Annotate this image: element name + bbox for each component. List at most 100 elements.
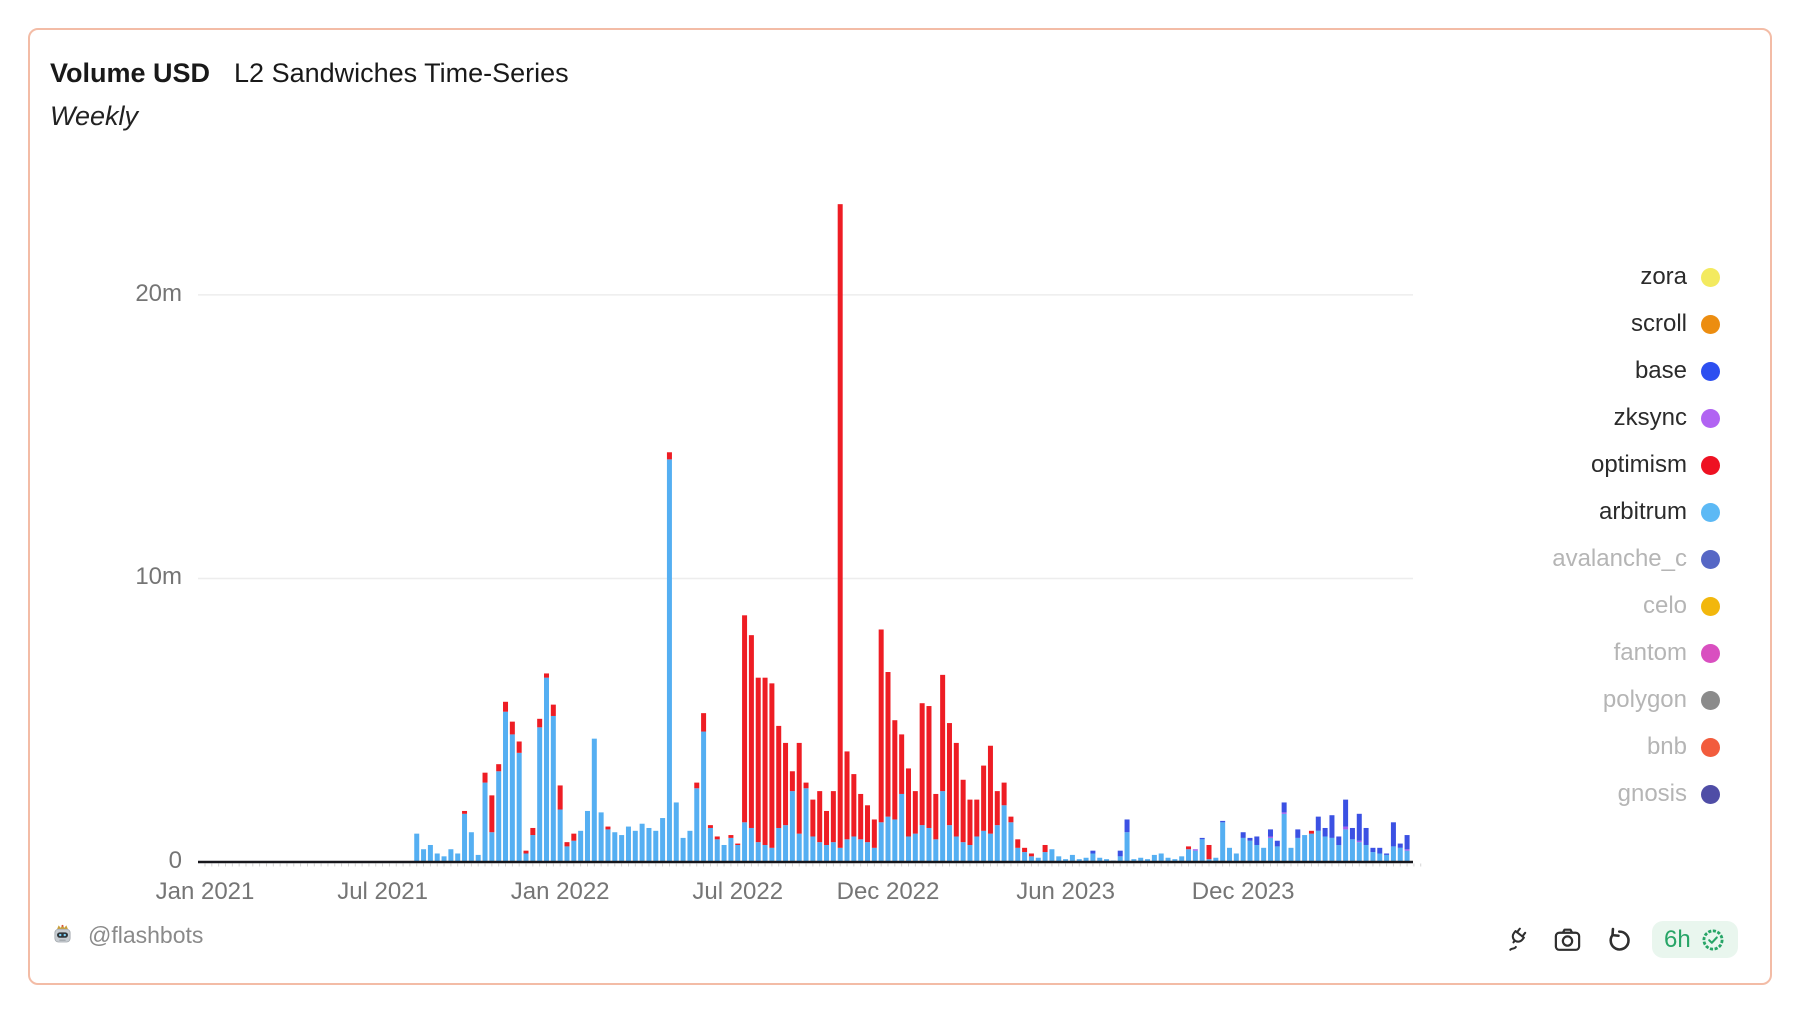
bar-segment-optimism[interactable]: [1042, 844, 1048, 853]
bar-segment-arbitrum[interactable]: [1063, 859, 1069, 862]
bar-segment-optimism[interactable]: [933, 793, 939, 840]
bar-segment-optimism[interactable]: [967, 799, 973, 845]
bar-segment-base[interactable]: [1295, 829, 1301, 838]
bar-segment-optimism[interactable]: [926, 706, 932, 828]
bar-segment-arbitrum[interactable]: [851, 836, 857, 862]
bar-segment-arbitrum[interactable]: [837, 847, 843, 862]
bar-segment-arbitrum[interactable]: [1042, 852, 1048, 862]
bar-segment-arbitrum[interactable]: [1151, 854, 1157, 862]
bar-segment-arbitrum[interactable]: [803, 788, 809, 862]
refresh-status-badge[interactable]: 6h: [1652, 921, 1738, 958]
bar-segment-arbitrum[interactable]: [1227, 847, 1232, 862]
bar-segment-arbitrum[interactable]: [1247, 840, 1253, 862]
bar-segment-arbitrum[interactable]: [776, 827, 782, 862]
bar-segment-arbitrum[interactable]: [926, 827, 932, 862]
bar-segment-arbitrum[interactable]: [503, 711, 509, 862]
bar-segment-arbitrum[interactable]: [1315, 830, 1321, 862]
bar-segment-arbitrum[interactable]: [571, 840, 577, 862]
bar-segment-arbitrum[interactable]: [1302, 835, 1308, 862]
bar-segment-optimism[interactable]: [837, 204, 843, 848]
bar-segment-arbitrum[interactable]: [1124, 832, 1130, 862]
bar-segment-arbitrum[interactable]: [783, 825, 789, 862]
bar-segment-arbitrum[interactable]: [544, 677, 549, 862]
bar-segment-arbitrum[interactable]: [462, 813, 468, 862]
bar-segment-arbitrum[interactable]: [1308, 833, 1314, 862]
bar-segment-zksync[interactable]: [1192, 849, 1198, 851]
bar-segment-optimism[interactable]: [509, 721, 515, 735]
bar-segment-arbitrum[interactable]: [455, 853, 461, 862]
bar-segment-arbitrum[interactable]: [789, 791, 795, 862]
bar-segment-arbitrum[interactable]: [742, 822, 748, 862]
bar-segment-base[interactable]: [1356, 813, 1362, 841]
bar-segment-optimism[interactable]: [905, 768, 911, 837]
bar-segment-zksync[interactable]: [1356, 840, 1362, 843]
bar-segment-optimism[interactable]: [871, 819, 877, 848]
bar-segment-arbitrum[interactable]: [810, 836, 816, 862]
bar-segment-arbitrum[interactable]: [448, 849, 454, 862]
bar-segment-optimism[interactable]: [865, 805, 871, 843]
bar-segment-optimism[interactable]: [489, 795, 495, 833]
bar-segment-arbitrum[interactable]: [701, 731, 707, 862]
bar-segment-optimism[interactable]: [789, 771, 795, 792]
bar-segment-arbitrum[interactable]: [660, 818, 666, 862]
bar-segment-arbitrum[interactable]: [1267, 837, 1273, 862]
bar-segment-optimism[interactable]: [851, 774, 857, 837]
bar-segment-arbitrum[interactable]: [1363, 844, 1369, 862]
bar-segment-arbitrum[interactable]: [1104, 859, 1110, 862]
bar-segment-arbitrum[interactable]: [892, 819, 898, 862]
bar-segment-arbitrum[interactable]: [878, 822, 884, 862]
bar-segment-arbitrum[interactable]: [646, 827, 652, 862]
bar-segment-optimism[interactable]: [803, 782, 809, 789]
bar-segment-optimism[interactable]: [776, 725, 782, 828]
bar-segment-arbitrum[interactable]: [735, 844, 741, 862]
author-credit[interactable]: @flashbots: [49, 922, 203, 949]
bar-segment-optimism[interactable]: [1008, 816, 1014, 823]
bar-segment-arbitrum[interactable]: [1138, 857, 1144, 862]
bar-segment-base[interactable]: [1199, 837, 1205, 840]
bar-segment-arbitrum[interactable]: [905, 836, 911, 862]
bar-segment-arbitrum[interactable]: [1377, 853, 1383, 862]
bar-segment-optimism[interactable]: [1022, 847, 1028, 853]
bar-segment-optimism[interactable]: [919, 703, 925, 826]
bar-segment-arbitrum[interactable]: [994, 825, 1000, 862]
bar-segment-base[interactable]: [1315, 816, 1321, 831]
bar-segment-arbitrum[interactable]: [1069, 854, 1075, 862]
bar-segment-arbitrum[interactable]: [605, 829, 611, 862]
bar-segment-arbitrum[interactable]: [427, 844, 433, 862]
bar-segment-arbitrum[interactable]: [1199, 839, 1205, 862]
bar-segment-base[interactable]: [1397, 843, 1403, 848]
bar-segment-arbitrum[interactable]: [960, 842, 966, 862]
legend-item-celo[interactable]: celo: [1643, 590, 1720, 622]
bar-segment-arbitrum[interactable]: [1274, 846, 1280, 862]
bar-segment-arbitrum[interactable]: [475, 854, 481, 862]
legend-item-arbitrum[interactable]: arbitrum: [1599, 496, 1720, 528]
bar-segment-optimism[interactable]: [482, 772, 488, 783]
bar-segment-arbitrum[interactable]: [632, 830, 638, 862]
bar-segment-arbitrum[interactable]: [639, 823, 645, 862]
bar-segment-optimism[interactable]: [537, 718, 543, 728]
bar-segment-arbitrum[interactable]: [578, 830, 584, 862]
bar-segment-optimism[interactable]: [728, 835, 734, 838]
bar-segment-arbitrum[interactable]: [1172, 859, 1178, 862]
bar-segment-arbitrum[interactable]: [1281, 813, 1287, 862]
bar-segment-optimism[interactable]: [714, 836, 720, 840]
bar-segment-arbitrum[interactable]: [1343, 829, 1349, 862]
bar-segment-arbitrum[interactable]: [523, 853, 529, 862]
bar-segment-base[interactable]: [1281, 802, 1287, 813]
legend-item-optimism[interactable]: optimism: [1591, 449, 1720, 481]
bar-segment-arbitrum[interactable]: [496, 771, 502, 862]
bar-segment-optimism[interactable]: [1015, 839, 1021, 848]
bar-segment-base[interactable]: [1370, 847, 1376, 853]
bar-segment-arbitrum[interactable]: [1131, 859, 1137, 862]
bar-segment-optimism[interactable]: [523, 850, 529, 854]
bar-segment-arbitrum[interactable]: [987, 833, 993, 862]
bar-segment-arbitrum[interactable]: [1192, 850, 1198, 862]
legend-item-bnb[interactable]: bnb: [1647, 731, 1720, 763]
bar-segment-optimism[interactable]: [783, 742, 789, 826]
bar-segment-arbitrum[interactable]: [598, 812, 604, 862]
bar-segment-arbitrum[interactable]: [1336, 844, 1342, 862]
bar-segment-optimism[interactable]: [994, 791, 1000, 826]
bar-segment-arbitrum[interactable]: [755, 842, 761, 862]
bar-segment-optimism[interactable]: [824, 810, 830, 845]
bar-segment-arbitrum[interactable]: [680, 837, 686, 862]
